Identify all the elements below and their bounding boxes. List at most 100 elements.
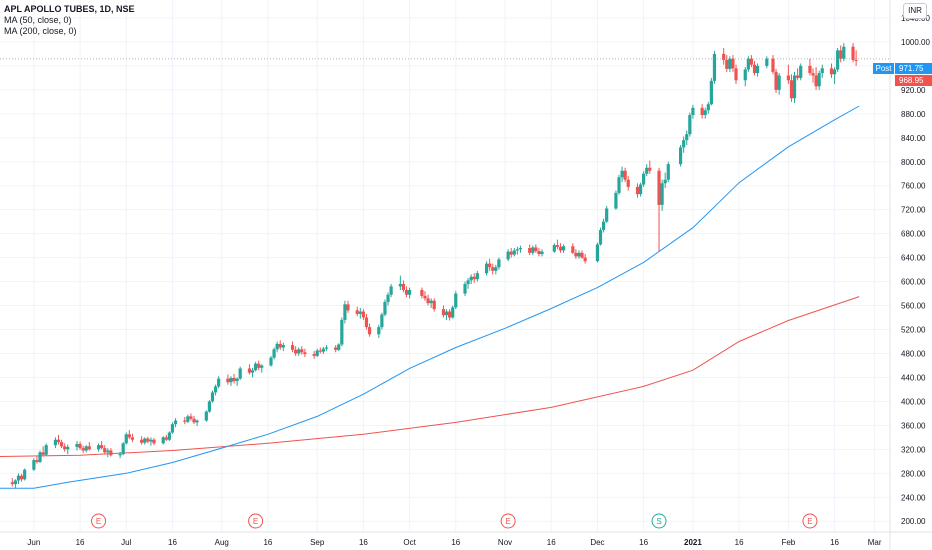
candle[interactable] [515, 246, 519, 255]
candle[interactable] [638, 182, 643, 197]
candle[interactable] [303, 348, 307, 358]
candle[interactable] [685, 130, 689, 145]
candle[interactable] [398, 275, 402, 290]
candle[interactable] [552, 243, 556, 253]
candle[interactable] [623, 167, 627, 183]
candle[interactable] [836, 47, 840, 72]
candle[interactable] [377, 324, 381, 338]
candle[interactable] [491, 263, 495, 275]
candle[interactable] [170, 422, 175, 434]
candle[interactable] [315, 348, 319, 358]
candle[interactable] [226, 374, 230, 385]
candle[interactable] [275, 341, 279, 353]
candle[interactable] [851, 43, 855, 63]
candle[interactable] [703, 107, 707, 119]
candle[interactable] [432, 298, 436, 312]
symbol-title[interactable]: APL APOLLO TUBES, 1D, NSE [4, 4, 135, 14]
candle[interactable] [494, 264, 498, 275]
candle[interactable] [32, 458, 36, 471]
candle[interactable] [598, 227, 603, 246]
candle[interactable] [250, 367, 255, 378]
candle[interactable] [272, 347, 276, 360]
candle[interactable] [512, 248, 516, 257]
candle[interactable] [617, 174, 621, 195]
candle[interactable] [361, 309, 365, 320]
candle[interactable] [340, 317, 344, 347]
candle[interactable] [811, 68, 815, 83]
candle[interactable] [497, 257, 501, 270]
candle[interactable] [254, 361, 258, 372]
candle[interactable] [771, 55, 775, 75]
candle[interactable] [38, 450, 42, 464]
candle[interactable] [469, 274, 473, 284]
candle[interactable] [749, 55, 754, 68]
candle[interactable] [540, 249, 544, 257]
candle[interactable] [743, 67, 747, 87]
candle[interactable] [448, 309, 452, 321]
candle[interactable] [207, 400, 212, 413]
candle[interactable] [657, 167, 661, 252]
candle[interactable] [839, 45, 843, 63]
candle[interactable] [789, 74, 794, 102]
candles-group[interactable] [10, 43, 858, 489]
candle[interactable] [232, 373, 236, 384]
candle[interactable] [583, 254, 587, 264]
candle[interactable] [109, 448, 113, 457]
candle[interactable] [423, 291, 427, 301]
candle[interactable] [580, 250, 584, 259]
candle[interactable] [506, 249, 510, 262]
candle[interactable] [210, 390, 215, 403]
candle[interactable] [247, 364, 252, 375]
candle[interactable] [59, 439, 64, 449]
candle[interactable] [121, 442, 125, 456]
candle[interactable] [183, 416, 187, 425]
candle[interactable] [626, 176, 630, 191]
candle[interactable] [380, 312, 384, 330]
candle[interactable] [734, 64, 738, 84]
candle[interactable] [829, 63, 834, 78]
candle[interactable] [189, 413, 193, 421]
candle[interactable] [118, 451, 122, 459]
candle[interactable] [571, 243, 575, 255]
candle[interactable] [75, 440, 79, 451]
candle[interactable] [746, 56, 750, 72]
candle[interactable] [355, 306, 359, 317]
candle[interactable] [854, 50, 858, 66]
candle[interactable] [555, 239, 560, 250]
candle[interactable] [334, 345, 338, 353]
candle[interactable] [688, 112, 692, 137]
candle[interactable] [792, 71, 797, 104]
candle[interactable] [127, 430, 131, 440]
candle[interactable] [297, 347, 301, 356]
candle[interactable] [488, 258, 492, 271]
candle[interactable] [635, 183, 640, 198]
candle[interactable] [601, 218, 606, 233]
candle[interactable] [796, 68, 800, 81]
candle[interactable] [645, 164, 649, 177]
candle[interactable] [149, 437, 153, 446]
candle[interactable] [518, 245, 523, 253]
candle[interactable] [124, 432, 128, 445]
candle[interactable] [475, 270, 479, 282]
candle[interactable] [484, 261, 489, 276]
candle[interactable] [167, 431, 171, 441]
candle[interactable] [682, 136, 686, 153]
candle[interactable] [444, 309, 449, 320]
candle[interactable] [389, 283, 393, 298]
candle[interactable] [666, 161, 670, 183]
candle[interactable] [451, 305, 455, 319]
candle[interactable] [318, 347, 322, 354]
candle[interactable] [731, 55, 735, 72]
candle[interactable] [78, 441, 82, 450]
candle[interactable] [164, 434, 168, 441]
candle[interactable] [642, 171, 646, 187]
candle[interactable] [700, 104, 704, 119]
candle[interactable] [143, 437, 147, 445]
candle[interactable] [420, 287, 424, 299]
candle[interactable] [337, 343, 341, 352]
candle[interactable] [300, 346, 304, 355]
candle[interactable] [192, 415, 196, 425]
candle[interactable] [343, 300, 347, 324]
